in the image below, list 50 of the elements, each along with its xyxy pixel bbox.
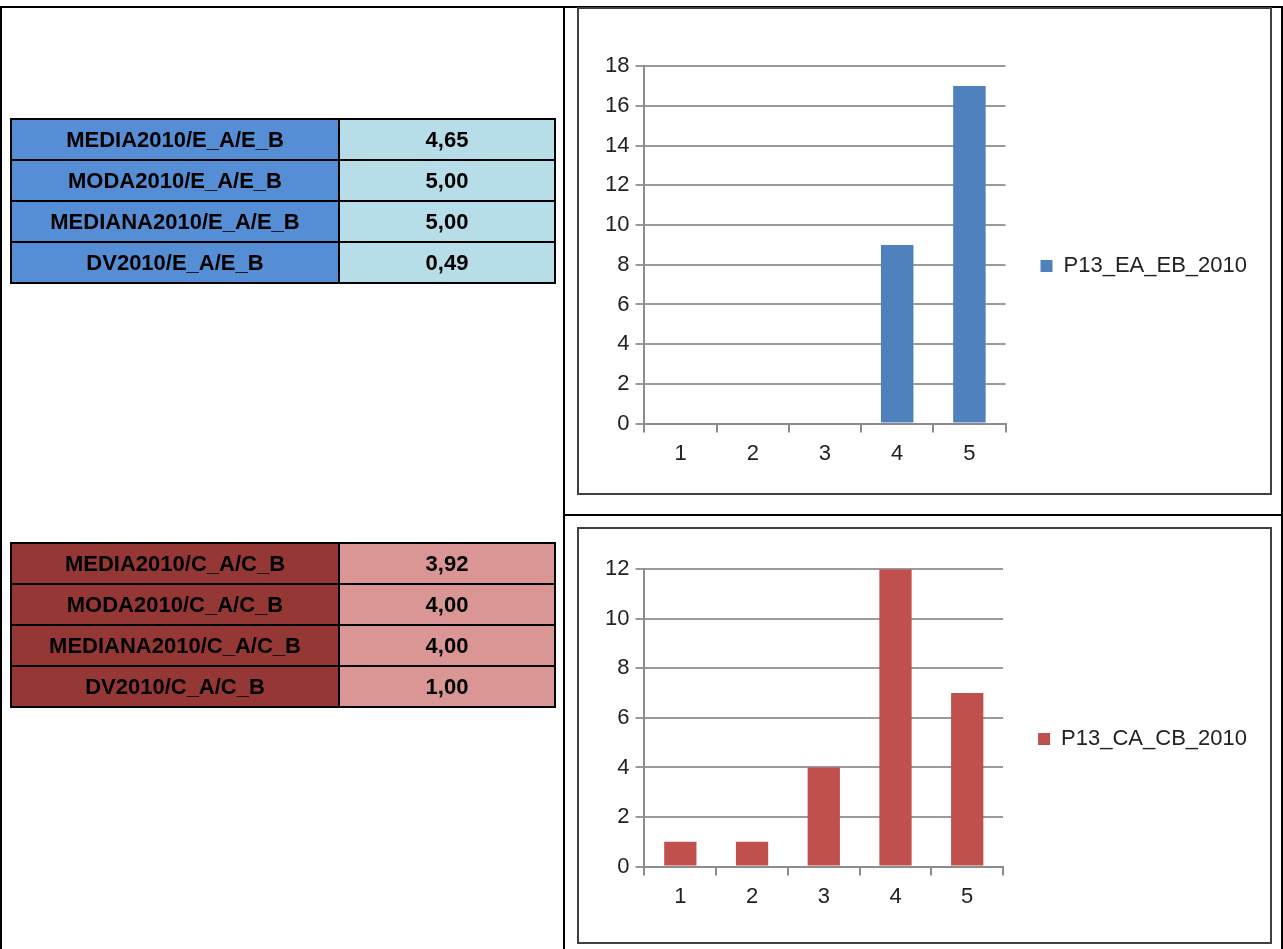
y-tick-label: 18 (604, 52, 630, 78)
y-tick-label: 10 (604, 211, 630, 237)
x-tick-label: 3 (818, 439, 832, 465)
x-tick-label: 4 (889, 882, 902, 908)
bar (664, 841, 697, 866)
text: 1,00 (339, 666, 555, 707)
text: 5,00 (339, 201, 555, 242)
y-tick-label: 4 (617, 330, 630, 356)
text: MEDIA2010/E_A/E_B (11, 119, 339, 160)
y-tick-label: 16 (604, 91, 630, 117)
x-tick-label: 5 (963, 439, 976, 465)
bar (879, 569, 912, 866)
x-tick-label: 2 (745, 882, 759, 908)
text: MEDIA2010/C_A/C_B (11, 543, 339, 584)
legend-label: P13_EA_EB_2010 (1063, 252, 1248, 278)
y-tick-label: 14 (604, 131, 630, 157)
text: MODA2010/E_A/E_B (11, 160, 339, 201)
y-tick-label: 12 (604, 171, 630, 197)
text: DV2010/E_A/E_B (11, 242, 339, 283)
y-tick-label: 0 (617, 852, 630, 878)
text: 5,00 (339, 160, 555, 201)
text: DV2010/C_A/C_B (11, 666, 339, 707)
y-tick-label: 6 (617, 290, 630, 316)
text: MODA2010/C_A/C_B (11, 584, 339, 625)
legend-label: P13_CA_CB_2010 (1061, 725, 1248, 751)
y-tick-label: 8 (617, 250, 630, 276)
y-tick-label: 10 (604, 604, 630, 630)
bar (807, 767, 840, 866)
x-tick-label: 2 (746, 439, 759, 465)
y-tick-label: 6 (617, 703, 630, 729)
x-tick-label: 4 (891, 439, 904, 465)
x-tick-label: 1 (674, 439, 687, 465)
text: MEDIANA2010/E_A/E_B (11, 201, 339, 242)
y-tick-label: 2 (617, 803, 630, 829)
y-tick-label: 12 (604, 555, 630, 581)
y-tick-label: 4 (617, 753, 630, 779)
x-tick-label: 1 (674, 882, 687, 908)
y-tick-label: 2 (617, 369, 630, 395)
text: 4,65 (339, 119, 555, 160)
x-tick-label: 3 (817, 882, 830, 908)
text: 4,00 (339, 625, 555, 666)
text: 3,92 (339, 543, 555, 584)
bar (735, 841, 769, 866)
y-tick-label: 8 (617, 654, 630, 680)
x-tick-label: 5 (961, 882, 974, 908)
text: 4,00 (339, 584, 555, 625)
text: 0,49 (339, 242, 555, 283)
bar (951, 693, 984, 866)
text: MEDIANA2010/C_A/C_B (11, 625, 339, 666)
y-tick-label: 0 (617, 409, 630, 435)
